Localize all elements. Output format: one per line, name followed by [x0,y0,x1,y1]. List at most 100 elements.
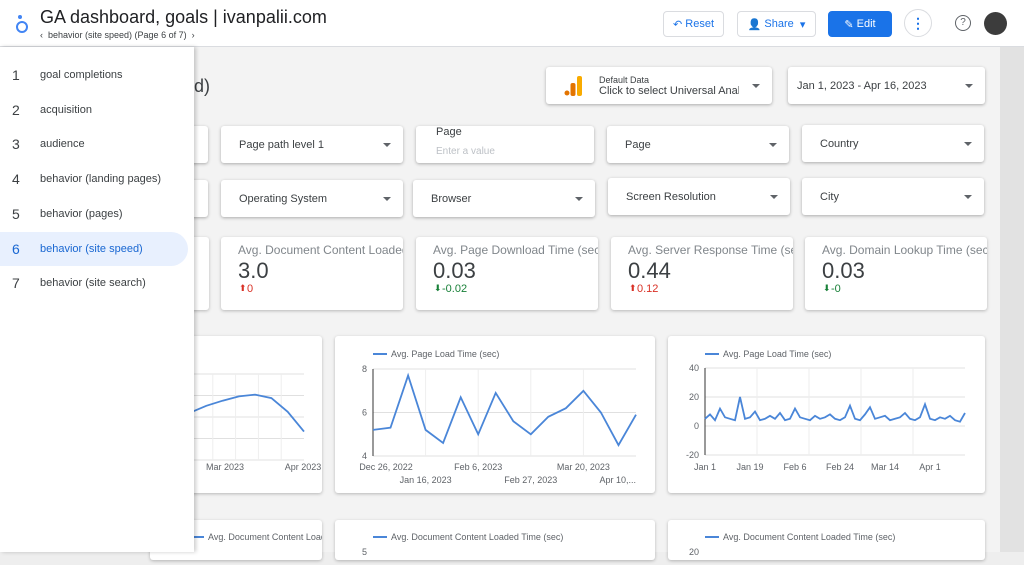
scorecard-label: Avg. Server Response Time (sec) [628,243,793,257]
x-tick-label: Jan 19 [736,462,763,472]
avatar[interactable] [984,12,1007,35]
search-placeholder[interactable]: Enter a value [436,146,495,157]
nav-label: behavior (site search) [40,277,146,290]
scorecard-delta: -0.02 [442,283,468,295]
breadcrumb-text: behavior (site speed) (Page 6 of 7) [48,30,187,40]
y-tick-label: -20 [686,450,699,460]
line-chart: Avg. Page Load Time (sec) 40 20 0 -20 Jan 1 Ja… [686,349,966,472]
y-tick-label: 5 [362,547,367,557]
nav-item[interactable]: 3 audience [0,127,188,161]
edit-label: Edit [856,18,876,30]
data-line [189,393,305,433]
x-tick-label: Dec 26, 2022 [359,462,413,472]
nav-number: 6 [12,240,20,257]
y-tick-label: 6 [362,408,367,418]
nav-label: behavior (site speed) [40,242,143,255]
filter-control[interactable]: Operating System [221,180,403,217]
x-tick-label: Feb 24 [826,462,854,472]
data-line [704,396,966,423]
reset-button[interactable]: ↶ Reset [663,11,724,37]
report-title[interactable]: GA dashboard, goals | ivanpalii.com [40,7,327,27]
share-label: Share [764,18,794,30]
page-nav: 1 goal completions 2 acquisition 3 audience 4 b… [0,47,194,552]
scorecard-label: Avg. Domain Lookup Time (sec) [822,243,987,257]
filter-control[interactable]: Screen Resolution [608,178,790,215]
reset-label: Reset [685,18,715,30]
filter-label: Page [625,138,651,151]
x-tick-label: Apr 10,... [599,475,636,485]
breadcrumb[interactable]: ‹ behavior (site speed) (Page 6 of 7) › [40,30,195,40]
date-range-control[interactable]: Jan 1, 2023 - Apr 16, 2023 [788,67,985,104]
filter-control[interactable]: Country [802,125,984,162]
delta-arrow: ⬇ [434,283,442,293]
filter-label: Operating System [239,192,328,205]
search-control[interactable]: Page Enter a value [416,126,594,163]
filter-control[interactable]: Page path level 1 [221,126,403,163]
data-line [372,372,637,447]
nav-label: behavior (landing pages) [40,173,162,186]
scorecard-value: 0.03 [822,258,865,283]
filter-control[interactable]: Browser [413,180,595,217]
x-tick-label: Mar 14 [871,462,899,472]
scorecard-value: 0.03 [433,258,476,283]
help-button[interactable]: ? [955,15,971,31]
scorecard-value: 3.0 [238,258,269,283]
nav-item[interactable]: 1 goal completions [0,58,188,92]
nav-number: 1 [12,67,20,83]
y-tick-label: 8 [362,364,367,374]
page-title: d) [193,76,210,96]
nav-label: goal completions [40,69,123,81]
scorecard-delta: 0.12 [637,283,659,295]
x-tick-label: Mar 20, 2023 [557,462,610,472]
filter-control[interactable]: Page [607,126,789,163]
edit-button[interactable]: ✎ Edit [828,11,892,37]
nav-item[interactable]: 7 behavior (site search) [0,266,188,300]
y-tick-label: 4 [362,451,367,461]
delta-arrow: ⬆ [629,283,637,293]
scorecard-label: Avg. Page Download Time (sec) [433,243,598,257]
share-button[interactable]: 👤 Share ▾ [737,11,816,37]
y-tick-label: 20 [689,547,699,557]
nav-item[interactable]: 5 behavior (pages) [0,197,188,231]
source-label: Default Data [599,74,650,85]
looker-logo [16,15,28,33]
nav-label: acquisition [40,103,92,116]
legend-label: Avg. Page Load Time (sec) [391,349,499,359]
filter-control[interactable]: City [802,178,984,215]
header: GA dashboard, goals | ivanpalii.com ‹ be… [0,0,1024,47]
legend-label: Avg. Page Load Time (sec) [723,349,831,359]
data-source-control[interactable]: Default Data Click to select Universal An… [546,67,772,104]
date-range: Jan 1, 2023 - Apr 16, 2023 [797,79,927,92]
x-tick-label: Jan 16, 2023 [400,475,452,485]
y-tick-label: 40 [689,363,699,373]
x-tick-label: Feb 6, 2023 [454,462,502,472]
chart-card: Avg. Document Content Loaded Time (sec) 2… [668,520,985,560]
chart-card: Avg. Page Load Time (sec) 40 20 0 -20 Jan 1 Ja… [668,336,985,493]
legend-label: Avg. Document Content Loaded Time (sec) [391,532,563,542]
nav-item[interactable]: 2 acquisition [0,93,188,127]
delta-arrow: ⬇ [823,283,831,293]
nav-item[interactable]: 4 behavior (landing pages) [0,162,188,196]
x-tick-label: Apr 1 [919,462,941,472]
delta-arrow: ⬆ [239,283,247,293]
scorecard: Avg. Document Content Loaded Ti 3.0 ⬆ 0 [221,237,403,310]
filter-label: Page path level 1 [239,138,325,151]
filter-label: Screen Resolution [626,190,716,203]
chart-card: Avg. Page Load Time (sec) 8 6 4 Dec 26, 2022… [335,336,655,493]
chart-card: Avg. Document Content Loaded Time (sec) 5 [335,520,655,560]
ga-logo [564,76,582,96]
scorecard: Avg. Domain Lookup Time (sec) 0.03 ⬇ -0 [805,237,987,310]
nav-number: 2 [12,101,20,118]
x-tick-label: Mar 2023 [206,462,244,472]
scorecard-delta: 0 [247,283,254,295]
nav-number: 3 [12,136,20,153]
scorecard: Avg. Server Response Time (sec) 0.44 ⬆ 0.12 [611,237,793,310]
scorecard: Avg. Page Download Time (sec) 0.03 ⬇ -0.02 [416,237,598,310]
scorecard-label: Avg. Document Content Loaded Ti [238,243,403,257]
more-button[interactable]: ⋮ [904,9,932,37]
nav-number: 4 [12,171,20,188]
scorecard-value: 0.44 [628,258,671,283]
nav-item[interactable]: 6 behavior (site speed) [0,231,188,266]
